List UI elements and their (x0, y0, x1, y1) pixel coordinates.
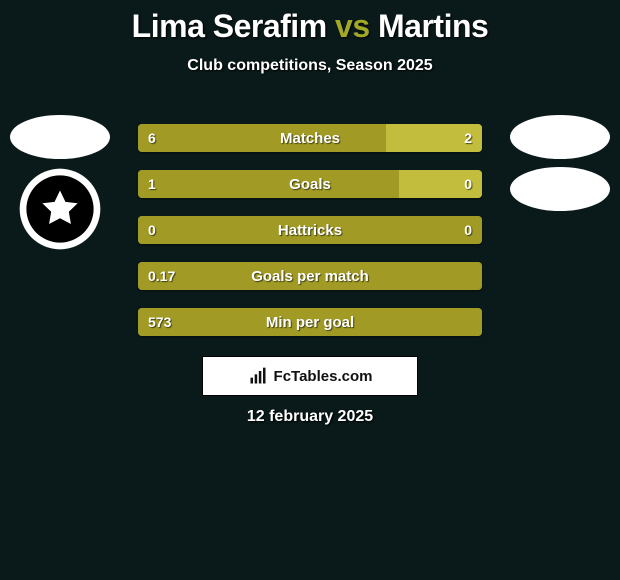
stat-bar-row: 573Min per goal (138, 308, 482, 336)
source-badge: FcTables.com (202, 356, 418, 396)
stat-bars: 62Matches 10Goals 00Hattricks 0.17Goals per… (138, 124, 482, 354)
player1-name: Lima Serafim (132, 8, 327, 44)
stat-label: Goals per match (138, 262, 482, 290)
source-brand: FcTables.com (274, 368, 373, 385)
vs-text: vs (335, 8, 370, 44)
stat-bar-row: 0.17Goals per match (138, 262, 482, 290)
footer-date: 12 february 2025 (0, 408, 620, 426)
bars-chart-icon (248, 366, 268, 386)
page-title: Lima Serafim vs Martins (0, 0, 620, 45)
stat-label: Min per goal (138, 308, 482, 336)
player1-avatar-placeholder (10, 115, 110, 159)
stat-label: Hattricks (138, 216, 482, 244)
stat-label: Matches (138, 124, 482, 152)
player1-club-badge (18, 167, 102, 251)
player2-club-placeholder (510, 167, 610, 211)
player2-name: Martins (378, 8, 488, 44)
left-player-column (10, 115, 110, 251)
right-player-column (510, 115, 610, 219)
stat-bar-row: 62Matches (138, 124, 482, 152)
stat-bar-row: 00Hattricks (138, 216, 482, 244)
stat-label: Goals (138, 170, 482, 198)
botafogo-badge-icon (18, 167, 102, 251)
comparison-card: Lima Serafim vs Martins Club competition… (0, 0, 620, 580)
player2-avatar-placeholder (510, 115, 610, 159)
subtitle: Club competitions, Season 2025 (0, 57, 620, 75)
stat-bar-row: 10Goals (138, 170, 482, 198)
